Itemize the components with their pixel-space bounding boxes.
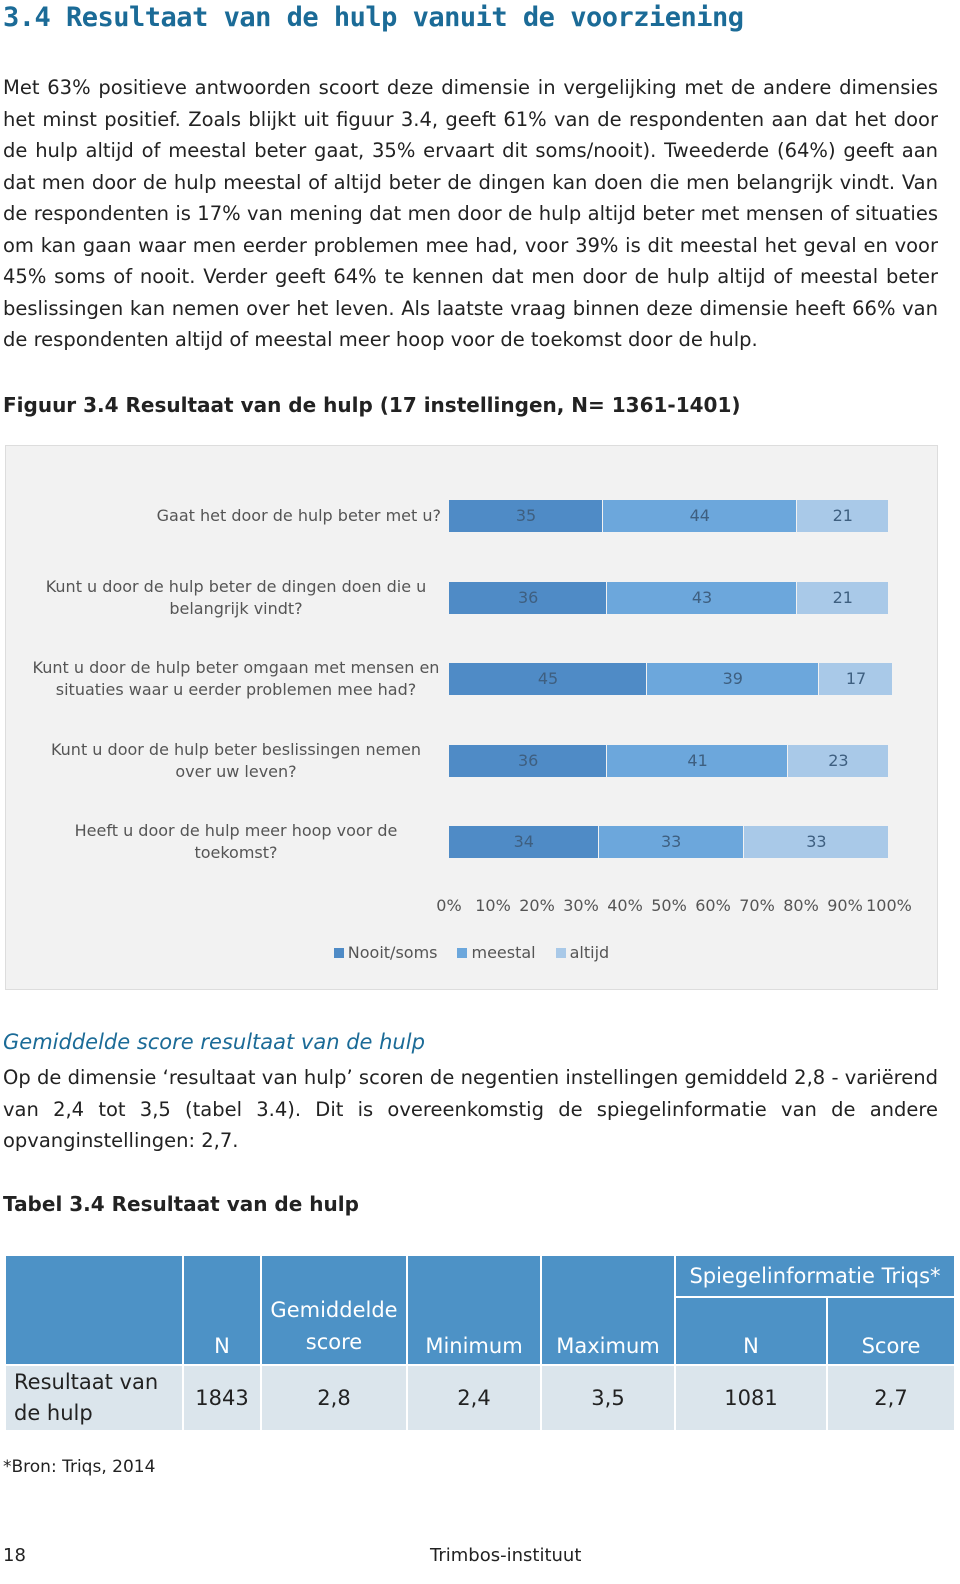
header-cell: N [182,1254,262,1366]
x-tick-label: 10% [475,896,511,915]
x-tick-label: 100% [866,896,912,915]
chart: Gaat het door de hulp beter met u? 35 44 21… [5,445,938,990]
bar-segment [818,663,893,695]
intro: Met 63% positieve antwoorden scoort deze… [3,76,938,351]
table-cell: 2,4 [406,1364,542,1432]
legend-item: altijd [555,943,610,962]
legend-label: meestal [471,943,536,962]
bar-label: 23 [828,750,849,770]
header-cell: N [674,1296,828,1366]
bar-label: 33 [806,832,827,851]
category-label: Kunt u door de hulp beter de dingen doen… [16,576,441,620]
x-tick-label: 40% [607,896,643,915]
legend-item: Nooit/soms [333,943,438,962]
page-number: 18 [3,1545,26,1566]
table-row: Resultaat van de hulp 1843 2,8 2,4 3,5 1081 2,… [4,1364,956,1432]
legend-swatch [457,947,468,958]
table-caption: Tabel 3.4 Resultaat van de hulp [3,1192,359,1216]
bar-label: 43 [691,587,713,607]
bar-label: 21 [832,506,853,525]
bar-segment [449,581,607,614]
bar-label: 44 [689,506,710,525]
bar-segment [647,663,818,695]
header-cell: Minimum [406,1254,542,1366]
bar-label: 39 [722,669,743,688]
table-cell: 3,5 [540,1364,676,1432]
bar-label: 21 [832,587,853,607]
bar-label: 35 [515,506,537,525]
bar-segment [743,826,888,858]
bar-label: 36 [518,750,539,770]
category-label: Kunt u door de hulp beter omgaan met men… [16,657,441,701]
legend-label: Nooit/soms [347,943,438,962]
bar-segment [607,581,796,614]
category-text: Heeft u door de hulp meer hoop voor de t… [74,821,398,862]
category-text: Kunt u door de hulp beter omgaan met men… [32,658,440,699]
table: N Gemiddelde score Minimum Maximum Spieg… [4,1254,956,1432]
legend: Nooit/soms meestal altijd [6,943,937,962]
bar-segment [598,826,743,858]
x-tick-label: 80% [783,896,819,915]
bar-label: 45 [537,669,559,688]
subheading: Gemiddelde score resultaat van de hulp [3,1030,425,1054]
group-header: Spiegelinformatie Triqs* [674,1254,956,1298]
table-cell: 1843 [182,1364,262,1432]
figure-caption: Figuur 3.4 Resultaat van de hulp (17 ins… [3,393,741,417]
bar-segment [449,500,602,532]
category-label: Kunt u door de hulp beter beslissingen n… [16,739,441,783]
x-tick-label: 70% [739,896,775,915]
category-text: Kunt u door de hulp beter de dingen doen… [45,576,427,618]
score-text: Op de dimensie ‘resultaat van hulp’ scor… [3,1066,938,1152]
table-cell: 2,7 [826,1364,956,1432]
bar-label: 36 [518,587,539,607]
x-tick-label: 30% [563,896,599,915]
bar-segment [603,500,796,532]
bar-label: 33 [661,832,682,851]
legend-swatch [333,947,344,958]
x-tick-label: 60% [695,896,731,915]
x-tick-label: 50% [651,896,687,915]
bar-label: 17 [845,669,867,688]
header-cell: Gemiddelde score [260,1254,408,1366]
header-cell [4,1254,184,1366]
header-cell: Score [826,1296,956,1366]
bar-label: 34 [513,832,534,851]
category-text: Kunt u door de hulp beter beslissingen n… [50,739,422,781]
x-tick-label: 20% [519,896,555,915]
table-cell: 1081 [674,1364,828,1432]
category-label: Heeft u door de hulp meer hoop voor de t… [16,820,441,864]
publisher: Trimbos-instituut [430,1545,582,1566]
footnote: *Bron: Triqs, 2014 [3,1457,156,1477]
heading: 3.4 Resultaat van de hulp vanuit de voor… [3,2,744,33]
legend-label: altijd [569,943,610,962]
bar-label: 41 [687,750,708,770]
bar-segment [796,581,888,614]
table-cell: 2,8 [260,1364,408,1432]
x-tick-label: 90% [827,896,863,915]
category-text: Gaat het door de hulp beter met u? [156,506,441,525]
x-tick-label: 0% [436,896,462,915]
bar-segment [607,744,787,777]
bar-segment [449,744,607,777]
bar-segment [787,744,888,777]
bar-segment [449,663,646,695]
table-cell: Resultaat van de hulp [4,1364,184,1432]
bar-segment [796,500,888,532]
legend-swatch [555,947,566,958]
category-label: Gaat het door de hulp beter met u? [16,494,441,538]
bar-segment [449,826,598,858]
header-cell: Maximum [540,1254,676,1366]
legend-item: meestal [457,943,536,962]
